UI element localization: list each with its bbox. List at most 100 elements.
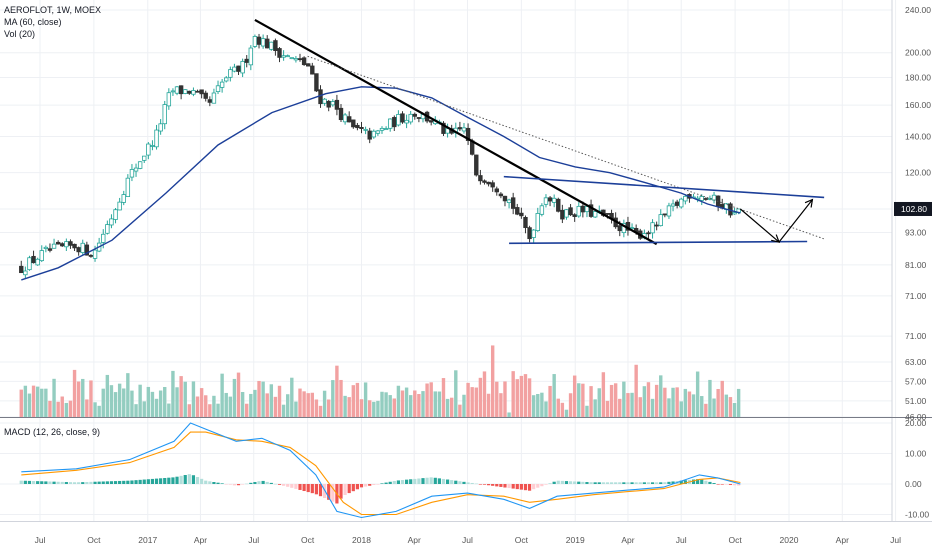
macd-histogram-bar [396, 480, 400, 484]
volume-bar [613, 383, 618, 417]
macd-histogram-bar [614, 482, 618, 484]
volume-bar [204, 395, 208, 417]
volume-bar [429, 382, 433, 417]
volume-bar [23, 385, 28, 417]
price-axis-label: 71.00 [905, 291, 927, 301]
candle-body [80, 242, 85, 253]
macd-histogram-bar [655, 482, 659, 484]
volume-bar [35, 386, 40, 417]
candle-body [494, 188, 499, 193]
candle-body [531, 229, 536, 238]
candle-body [379, 127, 385, 131]
candle-body [703, 198, 709, 200]
candle-body [92, 249, 98, 259]
volume-bar [322, 390, 327, 417]
volume-bar [650, 398, 655, 417]
candle-body [412, 113, 417, 117]
volume-bar [146, 386, 151, 417]
macd-axis-label: 10.00 [905, 449, 927, 459]
candle-body [351, 119, 356, 128]
time-axis-label: Apr [836, 535, 849, 545]
candle-body [162, 104, 167, 125]
volume-bar [400, 390, 405, 417]
volume-axis-label: 51.00 [905, 396, 927, 406]
macd-histogram-bar [89, 481, 93, 484]
macd-histogram-bar [630, 482, 634, 484]
volume-legend[interactable]: Vol (20) [4, 29, 36, 39]
macd-histogram-bar [380, 483, 384, 484]
macd-histogram-bar [282, 484, 286, 486]
candle-body [146, 143, 151, 156]
macd-histogram-bar [413, 478, 417, 484]
candle-body [219, 81, 225, 88]
time-axis-label: Oct [515, 535, 529, 545]
volume-bar [281, 404, 286, 417]
candle-body [707, 197, 713, 200]
macd-legend[interactable]: MACD (12, 26, close, 9) [4, 427, 101, 437]
macd-histogram-bar [249, 482, 253, 484]
macd-histogram-bar [638, 482, 642, 484]
macd-histogram-bar [519, 484, 523, 490]
volume-bar [560, 402, 565, 417]
ma-legend[interactable]: MA (60, close) [4, 17, 62, 27]
volume-bar [646, 382, 651, 417]
candle-body [732, 212, 737, 215]
volume-bar [335, 365, 339, 417]
macd-histogram-bar [384, 482, 388, 484]
time-axis-label: Oct [301, 535, 315, 545]
volume-bar [659, 375, 663, 417]
candle-body [670, 203, 676, 207]
volume-bar [433, 391, 437, 417]
macd-histogram-bar [175, 476, 179, 484]
volume-bar [327, 399, 331, 417]
candle-body [539, 205, 545, 215]
volume-bar [150, 391, 155, 417]
volume-bar [318, 405, 323, 417]
symbol-title[interactable]: AEROFLOT, 1W, MOEX [4, 5, 102, 15]
macd-histogram-bar [85, 481, 89, 484]
candle-body [113, 209, 118, 220]
price-axis-label: 240.00 [905, 5, 931, 15]
volume-bar [105, 374, 110, 417]
candle-body [187, 90, 192, 94]
projection-arrowhead-up [804, 198, 814, 208]
macd-histogram-bar [72, 482, 77, 484]
candle-body [347, 116, 352, 123]
volume-bar [44, 388, 48, 417]
volume-bar [48, 400, 52, 417]
macd-histogram-bar [228, 484, 232, 485]
volume-bar [273, 396, 278, 417]
trendline-downtrend [254, 18, 658, 246]
volume-bar [585, 405, 589, 417]
macd-histogram-bar [425, 477, 429, 484]
macd-histogram-bar [216, 482, 220, 484]
macd-histogram-bar [421, 478, 425, 484]
candle-body [224, 77, 229, 82]
volume-bar [72, 369, 77, 417]
macd-histogram-bar [491, 484, 495, 486]
volume-bar [97, 405, 101, 417]
macd-histogram-bar [134, 480, 138, 484]
candle-body [289, 57, 295, 60]
macd-histogram-bar [536, 484, 540, 488]
volume-bar [343, 395, 347, 417]
macd-histogram-bar [122, 480, 126, 484]
macd-histogram-bar [265, 481, 269, 484]
candle-body [297, 58, 303, 61]
candle-body [265, 38, 270, 49]
volume-bar [154, 398, 159, 417]
volume-bar [195, 396, 200, 417]
macd-histogram-bar [105, 481, 109, 484]
macd-histogram-bar [704, 480, 708, 484]
macd-histogram-bar [372, 484, 376, 485]
volume-bar [531, 395, 536, 417]
candle-body [68, 241, 73, 246]
volume-bar [736, 388, 741, 417]
volume-bar [679, 401, 683, 417]
macd-histogram-bar [544, 484, 548, 485]
macd-histogram-bar [474, 483, 478, 485]
volume-bar [171, 370, 175, 417]
macd-histogram-bar [597, 482, 601, 484]
macd-histogram-bar [708, 481, 712, 484]
